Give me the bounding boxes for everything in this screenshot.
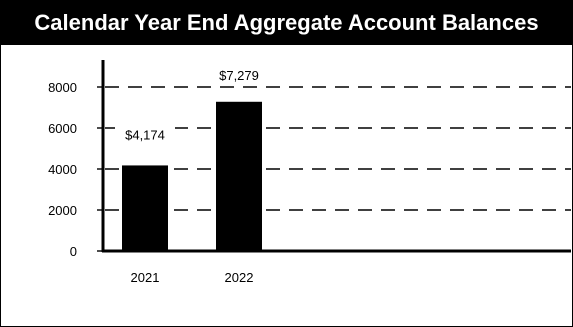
y-tick-label-0: 0 — [70, 244, 77, 259]
y-tick-label-4000: 4000 — [48, 162, 77, 177]
data-label-background-2022 — [209, 64, 269, 85]
chart-title-bar: Calendar Year End Aggregate Account Bala… — [1, 1, 572, 45]
x-tick-label-2022: 2022 — [225, 270, 254, 285]
bar-2021 — [122, 165, 168, 251]
data-label-2021: $4,174 — [125, 127, 165, 142]
y-tick-label-6000: 6000 — [48, 121, 77, 136]
data-label-2022: $7,279 — [219, 68, 259, 83]
data-label-background-2021 — [115, 124, 175, 145]
y-tick-label-8000: 8000 — [48, 80, 77, 95]
chart-title: Calendar Year End Aggregate Account Bala… — [34, 10, 539, 35]
x-tick-label-2021: 2021 — [131, 270, 160, 285]
y-tick-label-2000: 2000 — [48, 203, 77, 218]
bar-2022 — [216, 101, 262, 251]
